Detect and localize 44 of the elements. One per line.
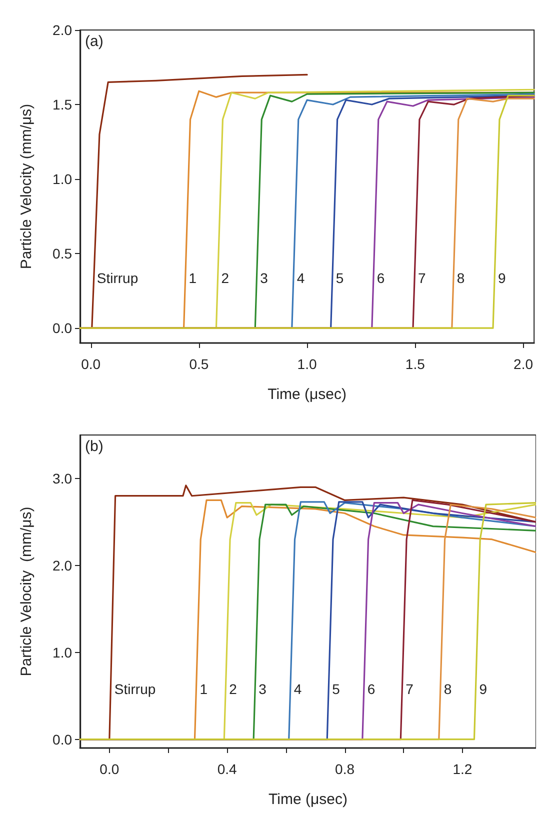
y-tick-label: 0.0	[52, 731, 72, 748]
x-tick-label: 0.5	[189, 356, 209, 372]
series-label: 4	[294, 681, 302, 698]
x-tick-label: 1.5	[405, 356, 426, 372]
series-label: 1	[188, 270, 197, 286]
series-label: Stirrup	[96, 270, 138, 286]
series-label: 6	[367, 681, 376, 698]
x-tick-label: 0.8	[335, 761, 355, 777]
series-label: 2	[221, 270, 230, 286]
x-tick-label: 1.2	[452, 761, 472, 777]
y-tick-label: 2.0	[52, 557, 72, 574]
series-label: 7	[418, 270, 426, 286]
y-tick-label: 3.0	[52, 470, 72, 486]
y-tick-label: 1.5	[52, 96, 72, 113]
x-tick-label: 1.0	[297, 356, 317, 372]
x-tick-label: 0.0	[81, 356, 101, 372]
y-tick-label: 0.0	[52, 320, 72, 336]
series-label: 9	[479, 681, 488, 698]
chart-title: (b)	[85, 438, 104, 455]
y-tick-label: 2.0	[52, 22, 72, 38]
series-label: 2	[229, 681, 238, 698]
series-label: 1	[200, 681, 208, 698]
x-tick-label: 0.0	[100, 761, 120, 777]
series-label: 5	[332, 681, 340, 698]
series-label: 6	[376, 270, 385, 286]
x-axis-title: Time (μsec)	[268, 791, 348, 808]
series-label: 5	[336, 270, 344, 286]
x-tick-label: 2.0	[514, 356, 534, 372]
series-label: 7	[406, 681, 414, 698]
y-tick-label: 1.0	[52, 171, 72, 188]
series-label: Stirrup	[114, 681, 156, 698]
chart-title: (a)	[85, 33, 104, 50]
series-label: 8	[456, 270, 465, 286]
series-label: 8	[444, 681, 452, 698]
x-tick-label: 0.4	[217, 761, 238, 777]
y-tick-label: 0.5	[52, 246, 72, 262]
series-label: 3	[260, 270, 268, 286]
y-axis-title: Particle Velocity (mm/μs)	[18, 506, 35, 676]
series-label: 4	[296, 270, 305, 286]
y-tick-label: 1.0	[52, 644, 72, 660]
x-axis-title: Time (μsec)	[268, 386, 347, 403]
series-label: 3	[258, 681, 267, 698]
y-axis-title: Particle Velocity (mm/μs)	[18, 104, 35, 270]
series-label: 9	[498, 270, 506, 286]
